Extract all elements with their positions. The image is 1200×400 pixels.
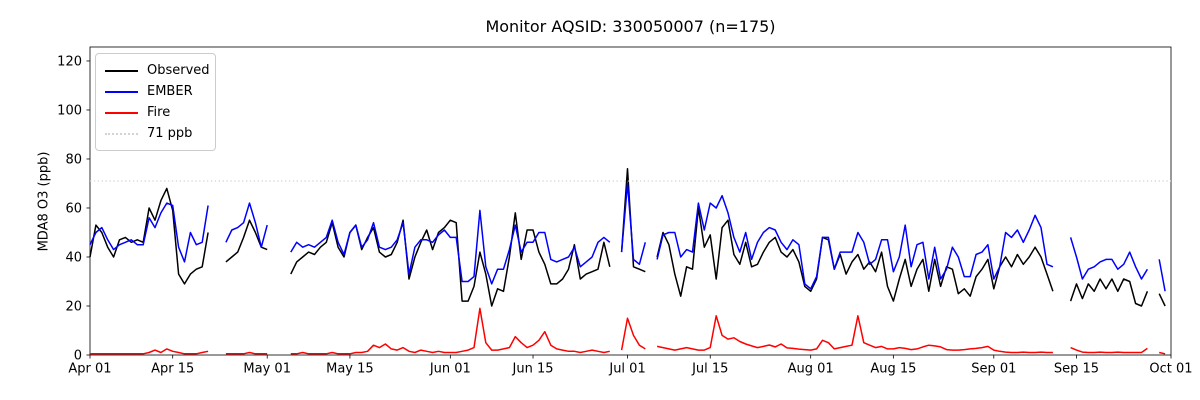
- x-tick-label: Sep 01: [971, 362, 1016, 377]
- legend-label-threshold: 71 ppb: [147, 126, 193, 141]
- x-tick-label: Jul 01: [608, 362, 645, 377]
- y-tick-label: 120: [57, 54, 82, 69]
- y-tick-label: 0: [74, 349, 82, 364]
- x-tick-label: Jun 01: [429, 362, 471, 377]
- y-tick-label: 20: [65, 299, 82, 314]
- y-tick-label: 80: [65, 152, 82, 167]
- legend-label-observed: Observed: [147, 63, 210, 78]
- ember-line-swatch: [105, 90, 138, 93]
- y-tick-label: 100: [57, 103, 82, 118]
- legend-entry-observed: Observed: [105, 60, 210, 81]
- x-tick-label: May 01: [243, 362, 291, 377]
- fire-line-swatch: [105, 111, 138, 114]
- x-tick-label: May 15: [326, 362, 374, 377]
- axes-frame: [89, 46, 1172, 356]
- series-line-observed: [89, 168, 1166, 307]
- x-tick-label: Oct 01: [1149, 362, 1192, 377]
- threshold-line-swatch: [105, 132, 138, 135]
- x-tick-label: Aug 15: [870, 362, 916, 377]
- chart-title: Monitor AQSID: 330050007 (n=175): [485, 17, 776, 36]
- x-tick-label: Apr 15: [151, 362, 194, 377]
- x-tick-label: Sep 15: [1054, 362, 1099, 377]
- y-tick-label: 40: [65, 250, 82, 265]
- legend: Observed EMBER Fire 71 ppb: [95, 53, 216, 151]
- legend-entry-ember: EMBER: [105, 81, 206, 102]
- x-tick-label: Apr 01: [68, 362, 111, 377]
- x-tick-label: Jun 15: [512, 362, 554, 377]
- x-tick-label: Aug 01: [788, 362, 834, 377]
- legend-entry-fire: Fire: [105, 102, 206, 123]
- x-tick-label: Jul 15: [691, 362, 728, 377]
- series-line-ember: [89, 182, 1166, 292]
- series-line-fire: [90, 307, 1166, 355]
- y-axis-label: MDA8 O3 (ppb): [36, 151, 52, 252]
- legend-entry-threshold: 71 ppb: [105, 123, 206, 144]
- legend-label-ember: EMBER: [147, 84, 193, 99]
- legend-label-fire: Fire: [147, 105, 171, 120]
- y-tick-label: 60: [65, 201, 82, 216]
- observed-line-swatch: [105, 69, 138, 72]
